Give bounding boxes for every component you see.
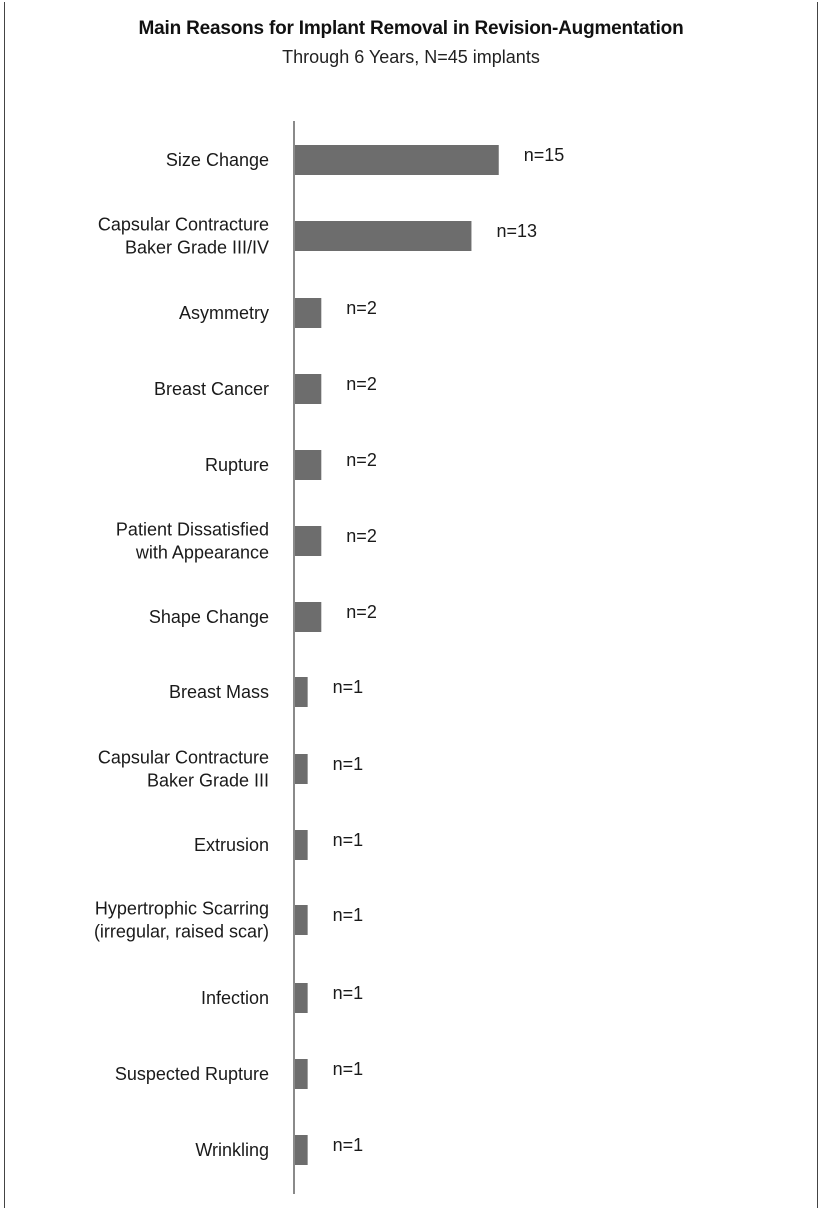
category-label-4: Breast Cancer (154, 379, 269, 399)
bar-14 (294, 1135, 308, 1165)
bar-13 (294, 1059, 308, 1089)
bar-11 (294, 905, 308, 935)
bar-10 (294, 830, 308, 860)
category-label-9-line-2: Baker Grade III (147, 771, 269, 791)
bar-8 (294, 677, 308, 707)
data-label-8: n=1 (333, 677, 364, 697)
category-label-2-line-2: Baker Grade III/IV (125, 238, 269, 258)
chart-subtitle: Through 6 Years, N=45 implants (282, 47, 540, 67)
data-label-12: n=1 (333, 983, 364, 1003)
bar-12 (294, 983, 308, 1013)
category-label-14: Wrinkling (195, 1140, 269, 1160)
category-label-7: Shape Change (149, 607, 269, 627)
data-label-14: n=1 (333, 1135, 364, 1155)
bar-9 (294, 754, 308, 784)
data-label-1: n=15 (524, 145, 565, 165)
category-label-11-line-1: Hypertrophic Scarring (95, 899, 269, 919)
bar-4 (294, 374, 322, 404)
category-label-6-line-2: with Appearance (135, 543, 269, 563)
data-label-10: n=1 (333, 830, 364, 850)
bar-3 (294, 298, 322, 328)
data-label-13: n=1 (333, 1059, 364, 1079)
category-label-5: Rupture (205, 455, 269, 475)
category-label-11-line-2: (irregular, raised scar) (94, 922, 269, 942)
category-label-9-line-1: Capsular Contracture (98, 748, 269, 768)
bar-6 (294, 526, 322, 556)
data-label-4: n=2 (346, 374, 377, 394)
data-label-11: n=1 (333, 905, 364, 925)
data-label-3: n=2 (346, 298, 377, 318)
chart-title: Main Reasons for Implant Removal in Revi… (138, 18, 684, 39)
category-label-10: Extrusion (194, 835, 269, 855)
category-label-13: Suspected Rupture (115, 1064, 269, 1084)
data-label-2: n=13 (496, 221, 537, 241)
category-label-3: Asymmetry (179, 303, 269, 323)
category-label-1: Size Change (166, 150, 269, 170)
category-label-2-line-1: Capsular Contracture (98, 215, 269, 235)
chart-frame (4, 2, 818, 1208)
category-label-6-line-1: Patient Dissatisfied (116, 520, 269, 540)
category-label-12: Infection (201, 988, 269, 1008)
data-label-5: n=2 (346, 450, 377, 470)
data-label-7: n=2 (346, 602, 377, 622)
bar-1 (294, 145, 499, 175)
category-label-8: Breast Mass (169, 682, 269, 702)
bar-7 (294, 602, 322, 632)
bar-5 (294, 450, 322, 480)
data-label-6: n=2 (346, 526, 377, 546)
data-label-9: n=1 (333, 754, 364, 774)
bar-2 (294, 221, 472, 251)
